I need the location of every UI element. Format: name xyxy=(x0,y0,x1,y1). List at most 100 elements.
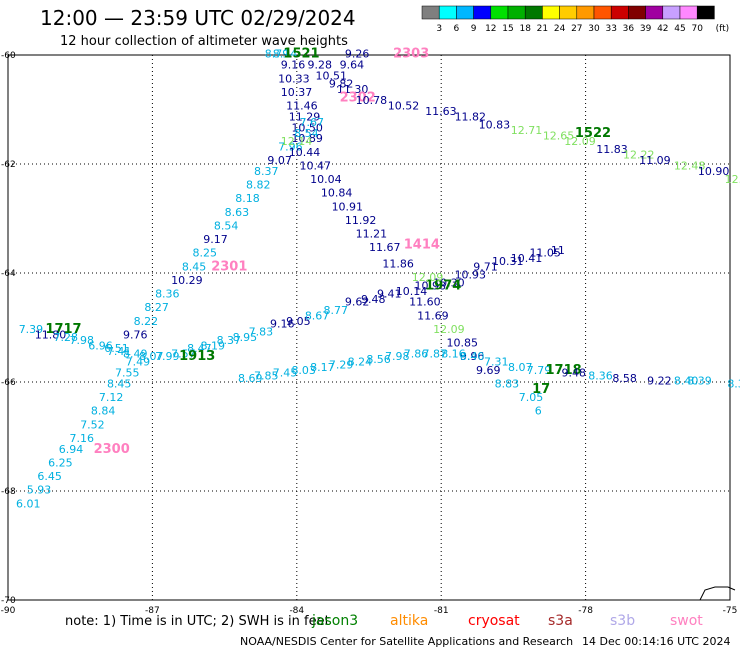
wave-height-label: 9.62 xyxy=(345,296,370,309)
wave-height-label: 7.98 xyxy=(385,350,410,363)
wave-height-label: 8.19 xyxy=(201,339,226,352)
colorbar-swatch xyxy=(542,5,560,20)
footer-timestamp: 14 Dec 00:14:16 UTC 2024 xyxy=(582,635,730,648)
wave-height-label: 7.99 xyxy=(155,350,180,363)
colorbar-tick-label: 15 xyxy=(502,24,513,34)
wave-height-label: 9.26 xyxy=(345,48,370,61)
wave-height-label: 8.14 xyxy=(273,48,298,61)
wave-height-label: 11.60 xyxy=(409,296,441,309)
wave-height-label: 7.52 xyxy=(80,418,105,431)
time-label: 1522 xyxy=(575,126,611,141)
wave-height-label: 8.37 xyxy=(217,334,242,347)
colorbar-unit: (ft) xyxy=(716,24,730,34)
wave-height-label: 9.69 xyxy=(476,364,501,377)
wave-height-label: 6.94 xyxy=(59,443,83,456)
wave-height-label: 10.78 xyxy=(356,94,388,107)
wave-height-label: 11.86 xyxy=(382,258,414,271)
wave-height-label: 8.49 xyxy=(123,347,148,360)
colorbar-tick-label: 27 xyxy=(571,24,582,34)
time-label: 1521 xyxy=(283,47,319,62)
wave-height-label: 11.83 xyxy=(596,143,628,156)
wave-height-label: 9.48 xyxy=(361,293,386,306)
wave-height-label: 9.07 xyxy=(267,154,292,167)
y-tick-label: -62 xyxy=(1,160,16,170)
wave-height-label: 11.67 xyxy=(369,241,401,254)
time-label: 1414 xyxy=(404,237,440,252)
wave-height-label: 8.84 xyxy=(91,405,116,418)
wave-height-label: 8.58 xyxy=(612,372,637,385)
wave-height-label: 9.16 xyxy=(281,59,306,72)
wave-height-label: 12.48 xyxy=(674,159,706,172)
colorbar-swatch xyxy=(490,5,509,20)
wave-height-label: 6.01 xyxy=(16,497,41,510)
time-label: 2302 xyxy=(340,90,376,105)
wave-height-label: 8.24 xyxy=(348,356,373,369)
data-points: 8.798.1415219.1610.3310.3711.4611.2910.5… xyxy=(16,47,740,511)
colorbar-tick-label: 18 xyxy=(519,24,531,34)
wave-height-label: 7.79 xyxy=(527,364,552,377)
wave-height-label: 10.51 xyxy=(316,70,348,83)
colorbar-swatch xyxy=(576,5,595,20)
colorbar-swatch xyxy=(421,5,440,20)
wave-height-label: 8.40 xyxy=(674,375,699,388)
wave-height-label: 8.39 xyxy=(687,375,712,388)
wave-height-label: 8.47 xyxy=(187,342,212,355)
wave-height-label: 9.82 xyxy=(329,78,354,91)
wave-height-label: 8.25 xyxy=(193,247,218,260)
satellite-legend: jason3 altika cryosat s3a s3b swot xyxy=(311,613,703,629)
wave-height-label: 7.39 xyxy=(19,323,44,336)
wave-height-label: 7.41 xyxy=(107,345,131,358)
wave-height-label: 11.21 xyxy=(356,228,388,241)
legend-item-swot: swot xyxy=(670,613,703,629)
colorbar-tick-label: 6 xyxy=(454,24,460,34)
wave-height-label: 7.67 xyxy=(299,116,324,129)
wave-height-label: 8.45 xyxy=(182,260,207,273)
chart-title: 12:00 — 23:59 UTC 02/29/2024 xyxy=(40,6,356,30)
colorbar-swatch xyxy=(610,5,629,20)
colorbar: 3 6 9 12 15 18 21 24 27 30 33 36 39 42 45 70 (ft) xyxy=(421,5,730,34)
wave-height-label: 10.44 xyxy=(289,146,321,159)
wave-height-label: 7.29 xyxy=(329,358,354,371)
wave-height-label: 10.93 xyxy=(455,268,487,281)
wave-height-label: 10.47 xyxy=(299,159,331,172)
footer-note: note: 1) Time is in UTC; 2) SWH is in fe… xyxy=(65,614,330,629)
y-tick-label: -68 xyxy=(1,487,16,497)
wave-height-label: 11.82 xyxy=(455,110,487,123)
colorbar-tick-label: 39 xyxy=(640,24,652,34)
wave-height-label: 6.96 xyxy=(88,339,113,352)
wave-height-label: 10.90 xyxy=(698,165,730,178)
wave-height-label: 8.22 xyxy=(134,315,159,328)
chart-header: 12:00 — 23:59 UTC 02/29/2024 12 hour col… xyxy=(40,6,356,49)
colorbar-swatch xyxy=(593,5,612,20)
colorbar-swatch xyxy=(696,5,715,20)
wave-height-label: 6.51 xyxy=(104,342,128,355)
wave-height-label: 11.80 xyxy=(35,328,66,341)
wave-height-label: 7.16 xyxy=(70,432,95,445)
y-tick-label: -60 xyxy=(1,51,16,61)
x-tick-label: -90 xyxy=(1,606,16,616)
y-tick-label: -70 xyxy=(1,596,16,606)
colorbar-tick-label: 36 xyxy=(623,24,635,34)
plot-area: -90 -87 -84 -81 -78 -75 -60 -62 -64 -66 -68 -70 8.7… xyxy=(1,47,740,616)
time-label: 2300 xyxy=(94,442,130,457)
y-tick-label: -64 xyxy=(1,269,16,279)
y-tick-label: -66 xyxy=(1,378,16,388)
legend-item-altika: altika xyxy=(390,613,428,629)
wave-height-label: 8.35 xyxy=(727,377,740,390)
wave-height-label: 7.86 xyxy=(404,347,429,360)
wave-height-label: 11.46 xyxy=(286,100,318,113)
coastline-outline xyxy=(699,586,736,601)
wave-height-label: 12.14 xyxy=(281,135,313,148)
wave-height-label: 10.83 xyxy=(479,119,511,132)
wave-height-label: 9.71 xyxy=(473,260,498,273)
colorbar-tick-label: 70 xyxy=(691,24,703,34)
wave-height-label: 7.28 xyxy=(53,331,78,344)
wave-height-label: 7.31 xyxy=(484,356,509,369)
wave-height-label: 7.83 xyxy=(249,326,274,339)
colorbar-tick-label: 12 xyxy=(485,24,496,34)
colorbar-swatch xyxy=(524,5,543,20)
wave-height-label: 10.14 xyxy=(396,285,428,298)
wave-height-label: 8.69 xyxy=(238,372,263,385)
wave-height-label: 9.16 xyxy=(270,318,295,331)
colorbar-swatch xyxy=(473,5,492,20)
